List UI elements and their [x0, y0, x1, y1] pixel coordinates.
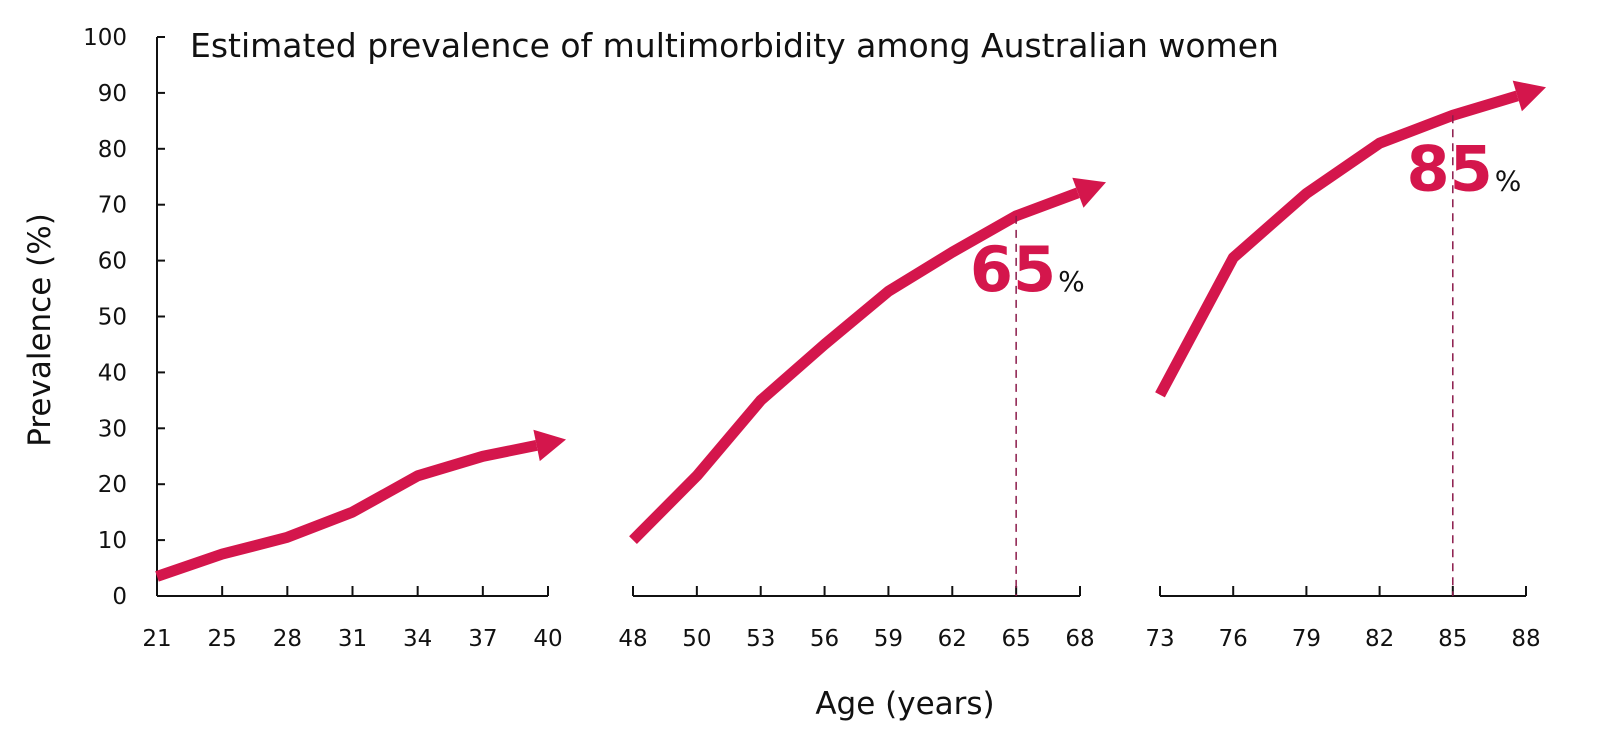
- x-tick-label: 56: [810, 626, 839, 652]
- y-tick-label: 10: [98, 528, 127, 554]
- panel-young: 21 25 28 31 34 37 40: [142, 429, 566, 652]
- annotation-unit: %: [1495, 164, 1522, 197]
- x-tick-label: 59: [874, 626, 903, 652]
- y-tick-label: 20: [98, 472, 127, 498]
- panel-mid: 48 50 53 56 59 62 65 68 65%: [618, 177, 1106, 652]
- y-tick-label: 70: [98, 193, 127, 219]
- x-tick-label: 37: [468, 626, 497, 652]
- x-tick-label: 25: [208, 626, 237, 652]
- chart-title: Estimated prevalence of multimorbidity a…: [190, 26, 1279, 65]
- y-tick-label: 90: [98, 81, 127, 107]
- x-tick-label: 73: [1145, 626, 1174, 652]
- x-tick-label: 68: [1065, 626, 1094, 652]
- x-tick-label: 62: [938, 626, 967, 652]
- y-axis-title: Prevalence (%): [22, 213, 58, 447]
- annotation-value: 65: [970, 233, 1056, 306]
- x-tick-label: 50: [682, 626, 711, 652]
- y-tick-label: 100: [83, 25, 127, 51]
- y-tick-label: 60: [98, 249, 127, 275]
- x-tick-label: 88: [1511, 626, 1540, 652]
- x-axis-title: Age (years): [815, 686, 994, 722]
- x-tick-label: 34: [403, 626, 432, 652]
- y-tick-label: 50: [98, 305, 127, 331]
- y-tick-label: 40: [98, 360, 127, 386]
- x-tick-label: 79: [1292, 626, 1321, 652]
- arrow-head: [533, 429, 566, 462]
- annotation-unit: %: [1058, 265, 1085, 298]
- x-tick-label: 53: [746, 626, 775, 652]
- x-tick-label: 82: [1365, 626, 1394, 652]
- x-tick-label: 85: [1438, 626, 1467, 652]
- panel-old: 73 76 79 82 85 88 85%: [1145, 80, 1546, 652]
- y-tick-label: 0: [112, 584, 127, 610]
- x-tick-label: 31: [338, 626, 367, 652]
- arrow-head: [1072, 177, 1106, 208]
- y-axis: 0 10 20 30 40 50 60 70 80 90 100: [83, 25, 165, 610]
- x-tick-label: 21: [142, 626, 171, 652]
- x-tick-label: 65: [1002, 626, 1031, 652]
- y-tick-label: 80: [98, 137, 127, 163]
- x-tick-label: 76: [1219, 626, 1248, 652]
- series-line: [155, 440, 538, 582]
- x-tick-label: 28: [273, 626, 302, 652]
- panels: 21 25 28 31 34 37 40 48 50 53 56 59 62 65 68 65 % 73 76 79 8…: [142, 80, 1546, 652]
- annotation-value: 85: [1407, 132, 1493, 205]
- x-tick-label: 40: [533, 626, 562, 652]
- x-tick-label: 48: [618, 626, 647, 652]
- y-tick-label: 30: [98, 416, 127, 442]
- series-line: [629, 187, 1080, 544]
- arrow-head: [1512, 80, 1546, 112]
- series-line: [1155, 90, 1519, 398]
